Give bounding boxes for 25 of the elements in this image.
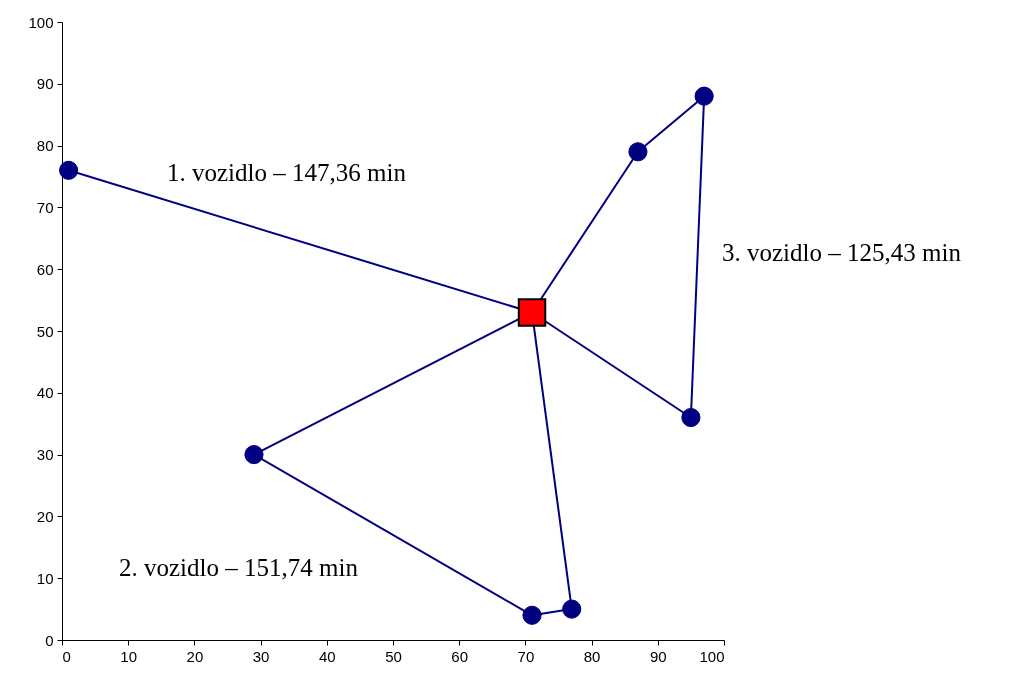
x-tick-label: 80 [583, 647, 601, 665]
annotation: 3. vozidlo – 125,43 min [722, 239, 962, 266]
x-tick-label: 100 [699, 647, 725, 665]
y-tick-label: 70 [36, 198, 54, 216]
y-tick-label: 100 [28, 13, 54, 31]
y-tick-label: 80 [36, 137, 54, 155]
x-tick-label: 0 [62, 647, 71, 665]
x-tick-label: 30 [252, 647, 270, 665]
x-tick-label: 70 [517, 647, 535, 665]
x-tick-label: 10 [120, 647, 138, 665]
y-tick-label: 40 [36, 384, 54, 402]
y-tick-label: 30 [36, 446, 54, 464]
y-tick-label: 0 [45, 631, 54, 649]
annotation: 1. vozidlo – 147,36 min [167, 159, 407, 186]
x-tick-label: 60 [451, 647, 469, 665]
y-tick-label: 50 [36, 322, 54, 340]
y-tick-label: 90 [36, 75, 54, 93]
x-tick-label: 90 [649, 647, 667, 665]
y-tick-label: 10 [36, 569, 54, 587]
x-tick-label: 50 [385, 647, 402, 665]
x-tick-label: 20 [186, 647, 204, 665]
x-tick-label: 40 [318, 647, 336, 665]
y-tick-label: 20 [36, 507, 54, 525]
annotation: 2. vozidlo – 151,74 min [119, 554, 359, 581]
y-tick-label: 60 [36, 260, 54, 278]
